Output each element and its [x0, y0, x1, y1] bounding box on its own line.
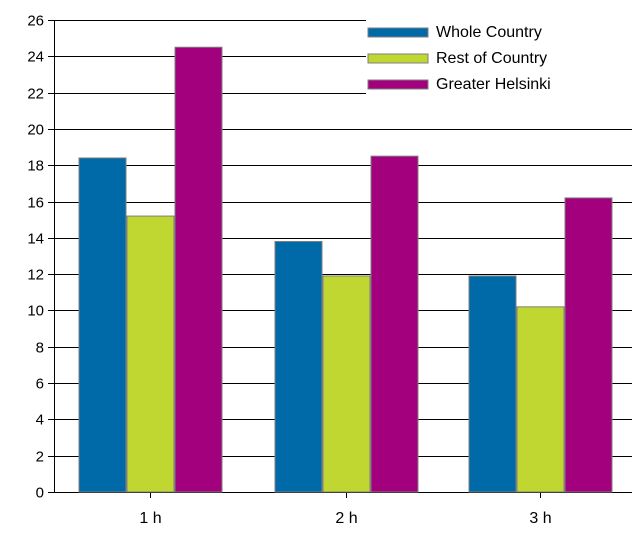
y-tick-label: 0: [36, 485, 44, 502]
y-tick-label: 22: [27, 86, 44, 103]
bar: [174, 46, 223, 493]
bar: [564, 197, 613, 493]
x-category-label: 3 h: [529, 510, 551, 527]
legend: Whole Country Rest of Country Greater Hels…: [366, 12, 632, 98]
y-tick-label: 16: [27, 195, 44, 212]
bar: [516, 306, 565, 493]
bars: [78, 46, 613, 493]
bar: [370, 155, 419, 493]
y-tick-label: 14: [27, 231, 44, 248]
legend-label: Greater Helsinki: [436, 76, 551, 93]
y-tick-label: 6: [36, 376, 44, 393]
x-category-label: 1 h: [139, 510, 161, 527]
legend-swatch: [367, 27, 429, 38]
bar: [126, 215, 175, 493]
bar: [468, 275, 517, 493]
y-tick-label: 10: [27, 303, 44, 320]
legend-label: Rest of Country: [436, 50, 547, 67]
y-tick-label: 20: [27, 122, 44, 139]
x-category-labels: 1 h 2 h 3 h: [139, 510, 551, 527]
bar: [274, 240, 323, 493]
y-tick-label: 18: [27, 158, 44, 175]
x-category-label: 2 h: [335, 510, 357, 527]
y-tick-label: 4: [36, 412, 44, 429]
legend-swatch: [367, 53, 429, 64]
y-tick-label: 24: [27, 49, 44, 66]
y-tick-label: 2: [36, 449, 44, 466]
y-tick-label: 26: [27, 13, 44, 30]
y-tick-label: 8: [36, 340, 44, 357]
legend-label: Whole Country: [436, 24, 542, 41]
bar: [78, 157, 127, 493]
legend-swatch: [367, 79, 429, 90]
y-tick-label: 12: [27, 267, 44, 284]
bar: [322, 275, 371, 493]
